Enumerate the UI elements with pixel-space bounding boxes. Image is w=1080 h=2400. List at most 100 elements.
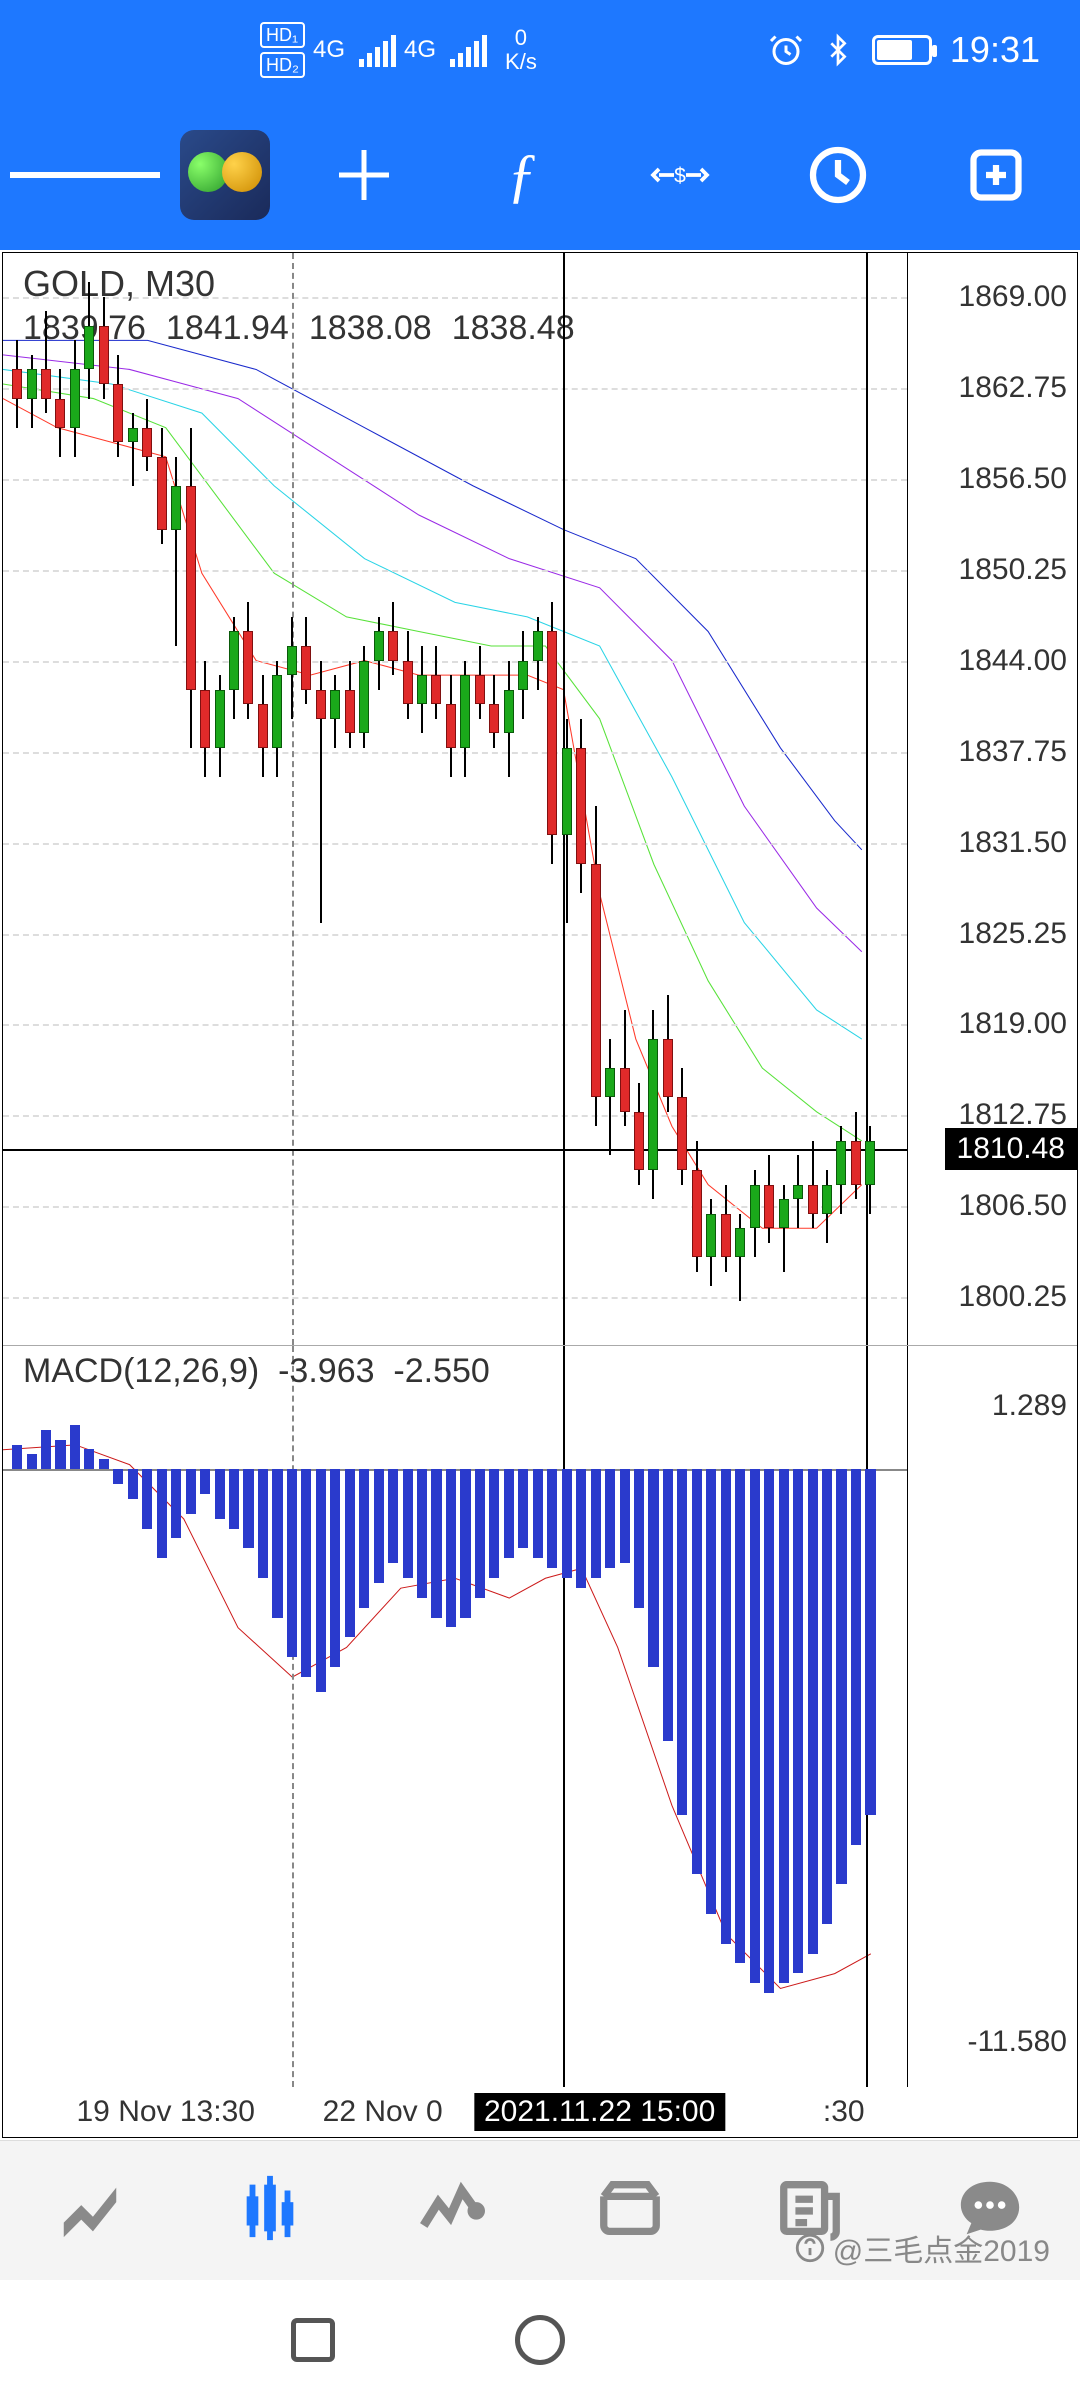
candle bbox=[287, 253, 297, 1345]
nav-quotes[interactable] bbox=[55, 2173, 125, 2248]
candle bbox=[489, 253, 499, 1345]
macd-bar bbox=[562, 1469, 572, 1578]
candle bbox=[750, 253, 760, 1345]
candle bbox=[113, 253, 123, 1345]
price-chart[interactable]: GOLD, M30 1839.76 1841.94 1838.08 1838.4… bbox=[3, 253, 1077, 1346]
candle bbox=[518, 253, 528, 1345]
price-tick: 1869.00 bbox=[959, 280, 1067, 314]
candle bbox=[865, 253, 875, 1345]
system-nav bbox=[0, 2280, 1080, 2400]
candle bbox=[648, 253, 658, 1345]
timeframe-button[interactable] bbox=[764, 100, 912, 250]
candle bbox=[27, 253, 37, 1345]
clock-text: 19:31 bbox=[950, 29, 1040, 71]
macd-bar bbox=[764, 1469, 774, 1993]
candle bbox=[258, 253, 268, 1345]
macd-bar bbox=[634, 1469, 644, 1607]
macd-bar bbox=[388, 1469, 398, 1563]
one-click-trade-button[interactable]: $ bbox=[606, 100, 754, 250]
indicator-button[interactable]: ƒ bbox=[448, 100, 596, 250]
macd-bar bbox=[475, 1469, 485, 1597]
macd-bar bbox=[431, 1469, 441, 1617]
candle bbox=[677, 253, 687, 1345]
status-right: 19:31 bbox=[768, 29, 1040, 71]
macd-bar bbox=[55, 1440, 65, 1470]
candle bbox=[822, 253, 832, 1345]
macd-bar bbox=[808, 1469, 818, 1953]
macd-bar bbox=[605, 1469, 615, 1568]
app-icon[interactable] bbox=[170, 100, 280, 250]
macd-tick: 1.289 bbox=[992, 1389, 1067, 1423]
candle bbox=[460, 253, 470, 1345]
time-label: :30 bbox=[823, 2095, 865, 2129]
macd-chart[interactable]: MACD(12,26,9) -3.963 -2.550 1.289-11.580 bbox=[3, 1346, 1077, 2087]
candle bbox=[562, 253, 572, 1345]
candle bbox=[157, 253, 167, 1345]
macd-bar bbox=[258, 1469, 268, 1578]
macd-bar bbox=[648, 1469, 658, 1667]
nav-chart[interactable] bbox=[235, 2173, 305, 2248]
macd-bar bbox=[243, 1469, 253, 1548]
candle bbox=[41, 253, 51, 1345]
candle bbox=[547, 253, 557, 1345]
svg-text:$: $ bbox=[674, 165, 686, 188]
recents-button[interactable] bbox=[291, 2318, 335, 2362]
ohlc-l: 1838.08 bbox=[309, 309, 432, 348]
macd-bar bbox=[287, 1469, 297, 1657]
macd-bar bbox=[359, 1469, 369, 1607]
macd-bar bbox=[200, 1469, 210, 1494]
candle bbox=[301, 253, 311, 1345]
new-chart-button[interactable] bbox=[922, 100, 1070, 250]
macd-bar bbox=[84, 1449, 94, 1469]
macd-bar bbox=[692, 1469, 702, 1874]
candle bbox=[533, 253, 543, 1345]
macd-bar bbox=[99, 1459, 109, 1469]
candle bbox=[99, 253, 109, 1345]
candle bbox=[808, 253, 818, 1345]
candle bbox=[692, 253, 702, 1345]
price-tick: 1825.25 bbox=[959, 917, 1067, 951]
candle bbox=[779, 253, 789, 1345]
candle bbox=[374, 253, 384, 1345]
candle bbox=[721, 253, 731, 1345]
macd-bar bbox=[330, 1469, 340, 1667]
macd-bar bbox=[460, 1469, 470, 1617]
macd-bar bbox=[576, 1469, 586, 1588]
time-label: 22 Nov 0 bbox=[323, 2095, 443, 2129]
macd-bar bbox=[677, 1469, 687, 1815]
price-tick: 1856.50 bbox=[959, 462, 1067, 496]
candle bbox=[431, 253, 441, 1345]
macd-bar bbox=[215, 1469, 225, 1518]
candle bbox=[84, 253, 94, 1345]
menu-button[interactable] bbox=[10, 100, 160, 250]
chart-container[interactable]: GOLD, M30 1839.76 1841.94 1838.08 1838.4… bbox=[2, 252, 1078, 2138]
price-tick: 1862.75 bbox=[959, 371, 1067, 405]
macd-bar bbox=[142, 1469, 152, 1528]
candle bbox=[620, 253, 630, 1345]
home-button[interactable] bbox=[515, 2315, 565, 2365]
macd-bar bbox=[446, 1469, 456, 1627]
candle bbox=[663, 253, 673, 1345]
macd-bar bbox=[518, 1469, 528, 1548]
macd-bar bbox=[750, 1469, 760, 1983]
macd-bar bbox=[41, 1430, 51, 1470]
candle bbox=[793, 253, 803, 1345]
crosshair-button[interactable] bbox=[290, 100, 438, 250]
price-tick: 1850.25 bbox=[959, 553, 1067, 587]
price-tick: 1806.50 bbox=[959, 1189, 1067, 1223]
macd-tick: -11.580 bbox=[967, 2025, 1067, 2059]
macd-bar bbox=[12, 1445, 22, 1470]
candle bbox=[417, 253, 427, 1345]
nav-trade[interactable] bbox=[415, 2173, 485, 2248]
candle bbox=[345, 253, 355, 1345]
watermark: @三毛点金2019 bbox=[793, 2226, 1050, 2270]
current-price-label: 1810.48 bbox=[945, 1128, 1077, 1170]
hd1-badge: HD₁ bbox=[260, 22, 305, 48]
macd-bar bbox=[128, 1469, 138, 1499]
nav-history[interactable] bbox=[595, 2173, 665, 2248]
macd-bar bbox=[865, 1469, 875, 1815]
status-left: HD₁ HD₂ 4G 4G 0K/s bbox=[260, 22, 537, 78]
price-y-axis: 1869.001862.751856.501850.251844.001837.… bbox=[907, 253, 1077, 1345]
candle bbox=[706, 253, 716, 1345]
signal-1-icon bbox=[359, 33, 396, 67]
